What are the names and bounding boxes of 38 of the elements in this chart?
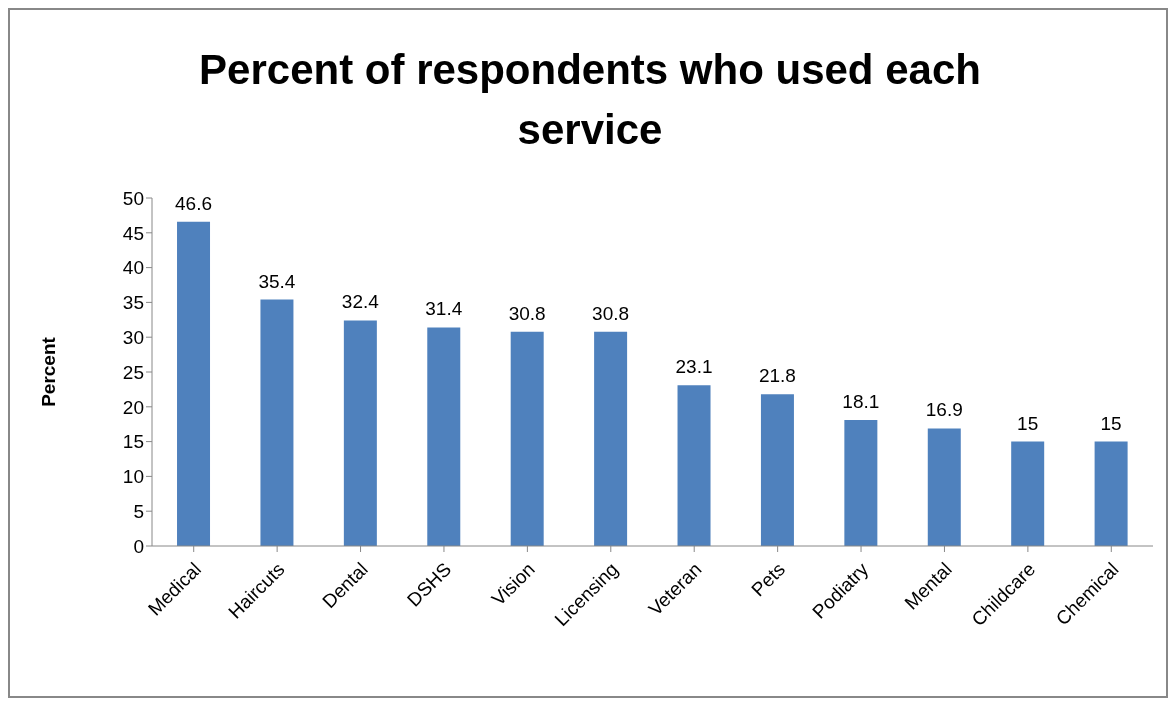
bar — [177, 221, 211, 546]
data-label: 15 — [1017, 412, 1039, 434]
y-tick-label: 25 — [122, 361, 144, 383]
bar — [677, 385, 711, 546]
bar — [927, 428, 961, 546]
x-tick-label: Pets — [747, 558, 789, 601]
data-label: 21.8 — [758, 365, 796, 387]
bar — [427, 327, 461, 546]
data-label: 30.8 — [508, 302, 546, 324]
data-label: 23.1 — [675, 356, 713, 378]
y-tick-label: 0 — [133, 535, 144, 557]
y-tick-label: 35 — [122, 292, 144, 314]
data-label: 15 — [1100, 412, 1122, 434]
bar — [844, 420, 878, 546]
y-tick-label: 30 — [122, 326, 144, 348]
data-label: 32.4 — [341, 291, 380, 313]
bar — [510, 331, 544, 546]
y-tick-label: 15 — [122, 431, 144, 453]
bar — [760, 394, 794, 546]
y-tick-label: 50 — [122, 187, 144, 209]
data-label: 31.4 — [425, 298, 463, 320]
chart-title: Percent of respondents who used each service — [198, 45, 982, 155]
y-tick-label: 5 — [133, 500, 144, 522]
data-label: 35.4 — [258, 270, 296, 292]
bar — [594, 331, 628, 546]
bar — [260, 299, 294, 546]
data-label: 30.8 — [592, 302, 630, 324]
y-tick-label: 40 — [122, 257, 144, 279]
data-label: 46.6 — [175, 192, 213, 214]
y-tick-label: 10 — [122, 466, 144, 488]
bar — [1094, 441, 1128, 546]
data-label: 18.1 — [842, 391, 880, 413]
bar — [343, 320, 377, 546]
bar — [1011, 441, 1045, 546]
y-axis-title: Percent — [37, 336, 59, 407]
y-tick-label: 20 — [122, 396, 144, 418]
data-label: 16.9 — [925, 399, 963, 421]
y-tick-label: 45 — [122, 222, 144, 244]
